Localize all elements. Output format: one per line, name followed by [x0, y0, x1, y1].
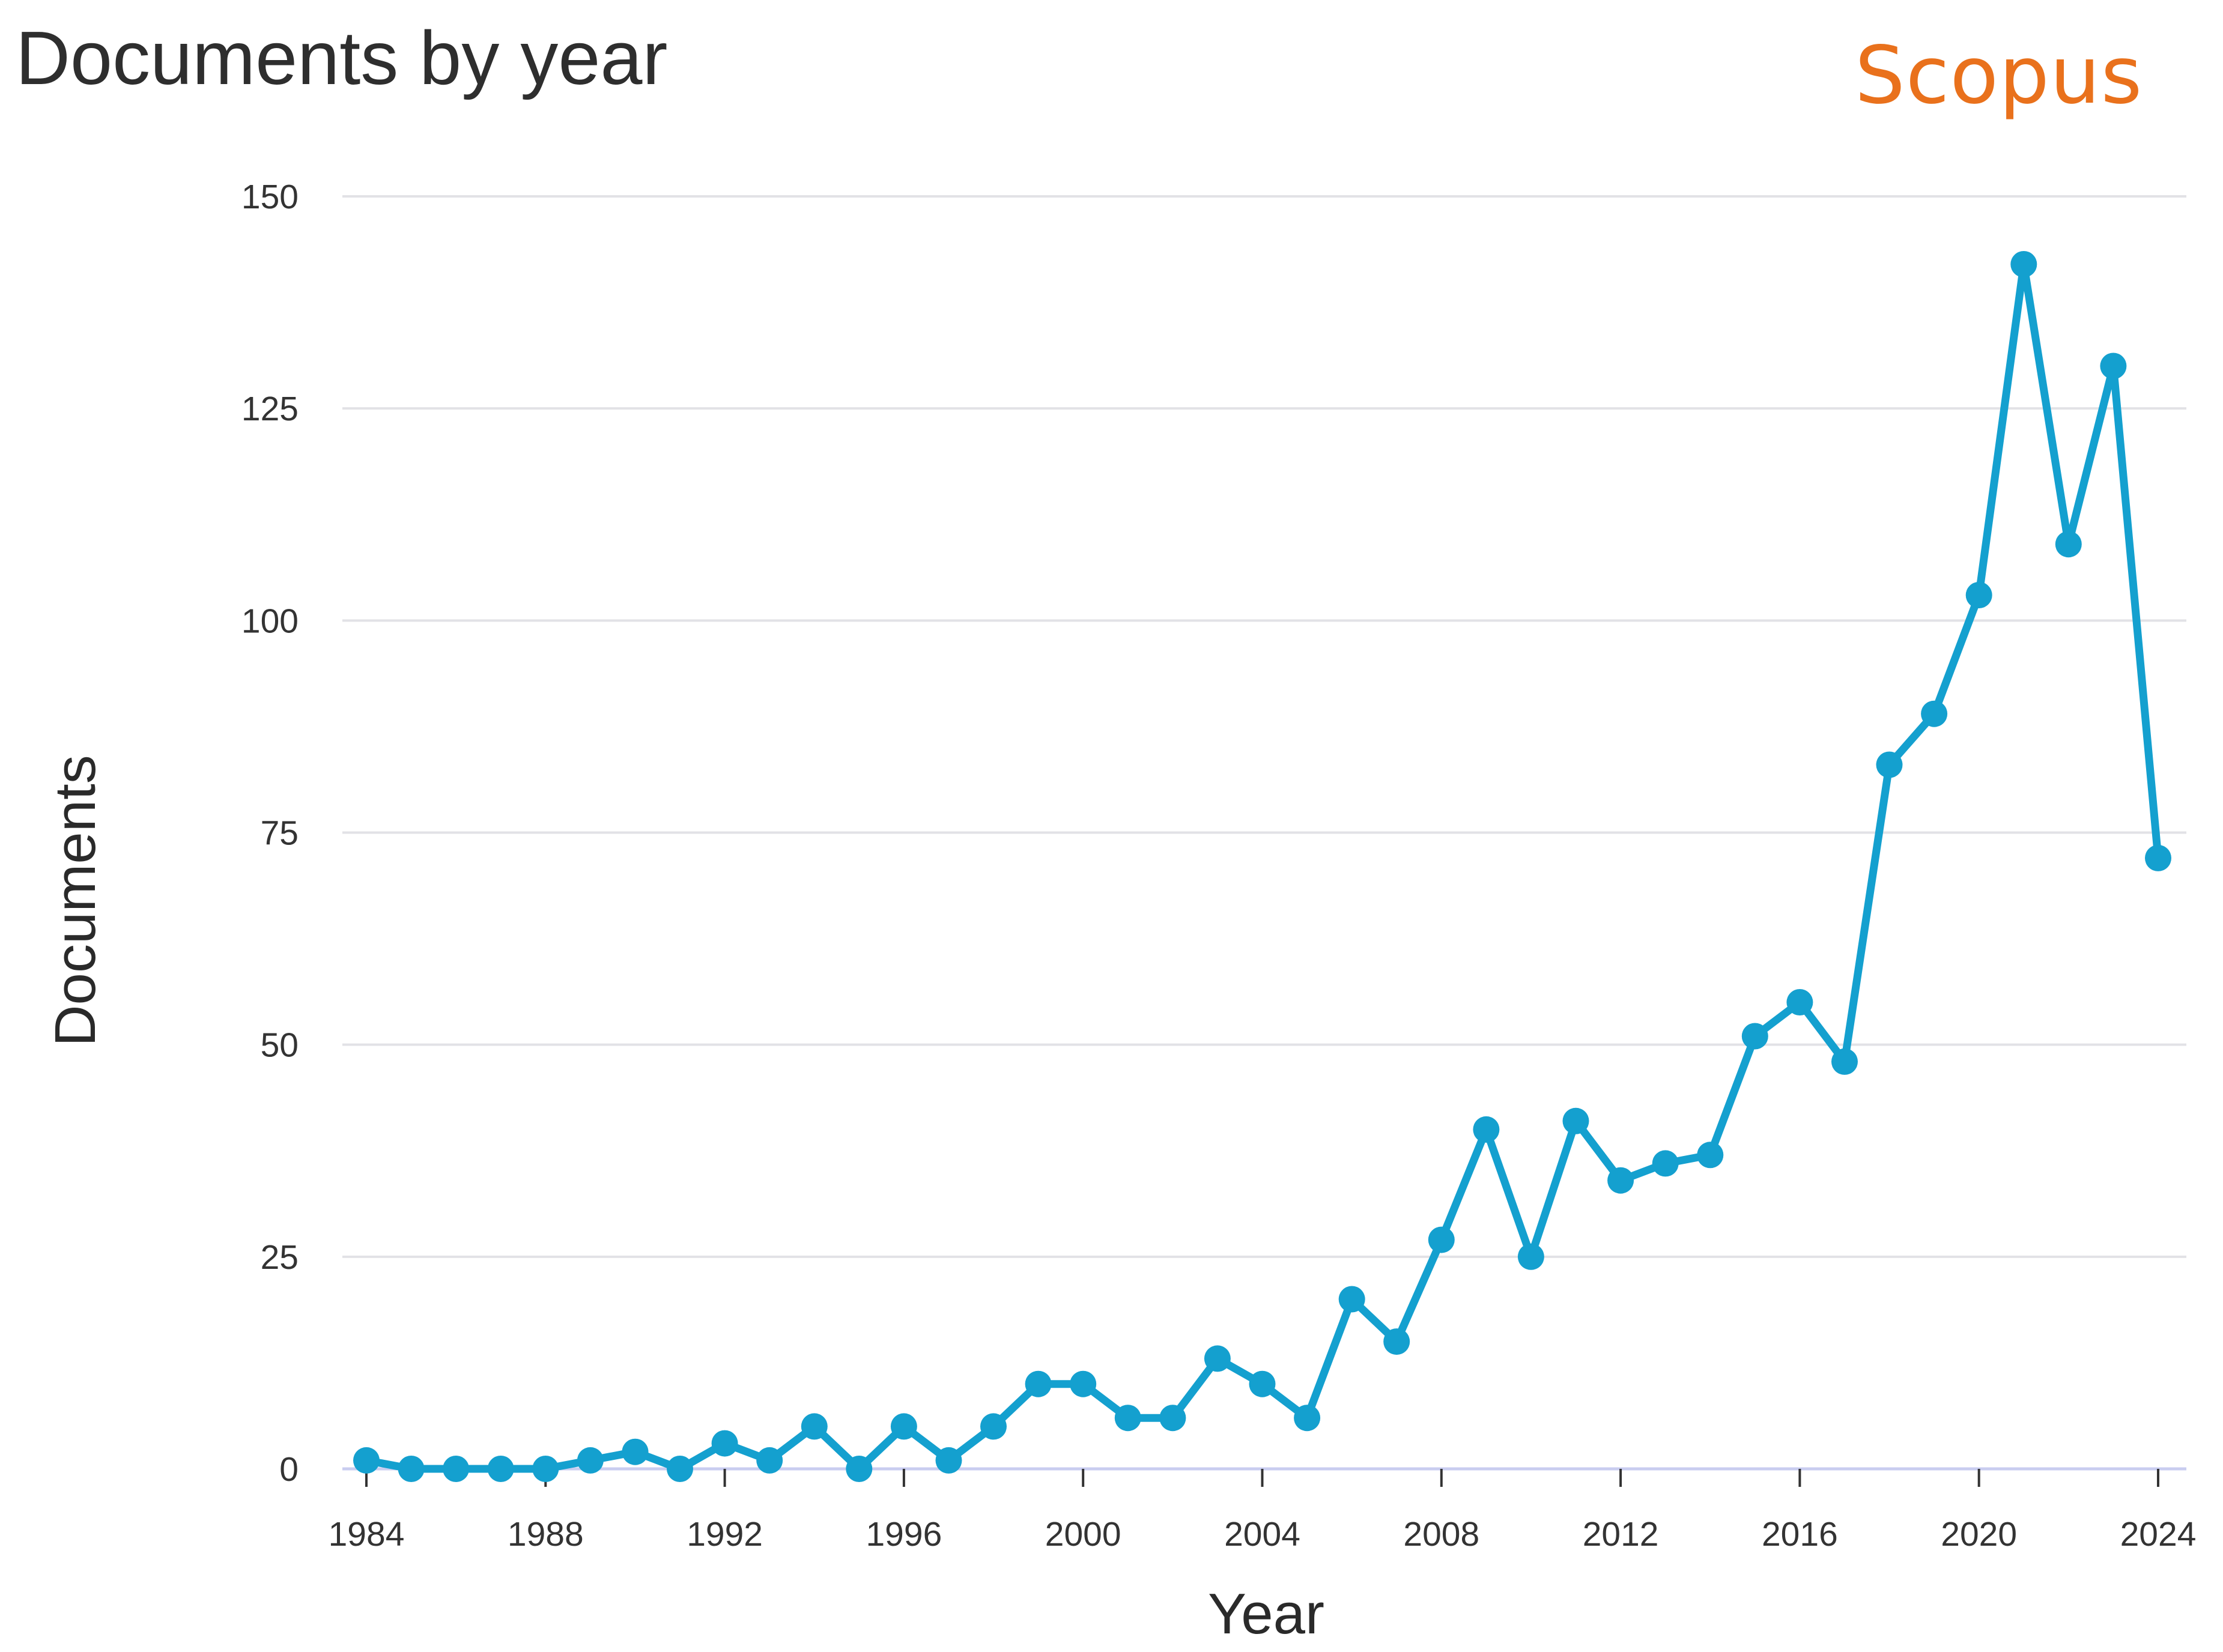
data-point-2006[interactable]	[1338, 1286, 1365, 1313]
data-point-1986[interactable]	[443, 1456, 470, 1482]
x-tick-label: 2012	[1583, 1515, 1659, 1554]
data-point-1996[interactable]	[890, 1413, 917, 1440]
data-point-1995[interactable]	[846, 1456, 873, 1482]
scopus-logo: Scopus	[1855, 29, 2143, 122]
data-point-1991[interactable]	[667, 1456, 693, 1482]
data-point-2005[interactable]	[1294, 1405, 1321, 1432]
data-point-2008[interactable]	[1428, 1226, 1455, 1253]
data-point-1984[interactable]	[353, 1447, 380, 1474]
data-point-2007[interactable]	[1383, 1328, 1410, 1355]
data-point-2022[interactable]	[2055, 531, 2082, 558]
data-point-2021[interactable]	[2010, 251, 2037, 277]
x-tick-label: 2024	[2120, 1515, 2197, 1554]
y-tick-label: 25	[261, 1238, 299, 1277]
y-tick-label: 0	[279, 1450, 299, 1489]
data-point-2012[interactable]	[1607, 1167, 1634, 1194]
data-point-2016[interactable]	[1786, 989, 1813, 1015]
data-point-2015[interactable]	[1741, 1023, 1768, 1050]
data-point-2001[interactable]	[1114, 1405, 1141, 1432]
data-point-2023[interactable]	[2100, 352, 2127, 380]
x-tick-label: 2016	[1762, 1515, 1838, 1554]
y-tick-label: 100	[241, 602, 299, 640]
data-point-2017[interactable]	[1831, 1048, 1858, 1075]
x-tick-label: 2004	[1224, 1515, 1300, 1554]
data-point-2024[interactable]	[2145, 844, 2171, 871]
data-point-1989[interactable]	[577, 1447, 604, 1474]
data-point-2000[interactable]	[1070, 1370, 1097, 1397]
data-point-2002[interactable]	[1159, 1405, 1186, 1432]
chart-title: Documents by year	[16, 16, 668, 100]
y-tick-label: 150	[241, 178, 299, 216]
x-tick-label: 2020	[1941, 1515, 2017, 1554]
data-point-1994[interactable]	[801, 1413, 828, 1440]
x-tick-label: 1988	[508, 1515, 584, 1554]
data-point-2018[interactable]	[1876, 751, 1903, 778]
data-point-1993[interactable]	[756, 1447, 783, 1474]
x-tick-labels: 1984 1988 1992 1996 2000 2004 2008 2012 2016 2020…	[329, 1515, 2197, 1554]
series-line	[362, 260, 2162, 1473]
x-axis-title: Year	[1208, 1582, 1324, 1646]
data-point-2004[interactable]	[1249, 1370, 1276, 1397]
data-point-2020[interactable]	[1965, 582, 1992, 608]
x-ticks	[365, 1469, 2159, 1487]
data-point-1988[interactable]	[532, 1456, 559, 1482]
y-axis-title: Documents	[43, 755, 108, 1047]
x-tick-label: 1996	[866, 1515, 942, 1554]
series-layer	[353, 251, 2171, 1482]
x-tick-label: 1984	[329, 1515, 405, 1554]
data-point-2013[interactable]	[1652, 1150, 1679, 1177]
data-point-1999[interactable]	[1025, 1370, 1052, 1397]
x-tick-label: 2000	[1045, 1515, 1121, 1554]
y-tick-labels: 0 25 50 75 100 125 150	[241, 178, 299, 1489]
data-point-2011[interactable]	[1562, 1107, 1589, 1134]
data-point-1985[interactable]	[398, 1456, 425, 1482]
data-point-1992[interactable]	[711, 1430, 738, 1457]
y-tick-label: 75	[261, 814, 299, 853]
y-tick-label: 50	[261, 1026, 299, 1065]
x-tick-label: 1992	[687, 1515, 763, 1554]
data-point-1987[interactable]	[487, 1456, 514, 1482]
data-point-1990[interactable]	[622, 1438, 649, 1465]
data-point-2014[interactable]	[1697, 1142, 1724, 1169]
data-point-2003[interactable]	[1204, 1345, 1231, 1372]
data-point-2010[interactable]	[1517, 1243, 1544, 1270]
gridlines	[342, 195, 2186, 1471]
data-point-2009[interactable]	[1473, 1116, 1500, 1143]
x-tick-label: 2008	[1403, 1515, 1479, 1554]
y-tick-label: 125	[241, 390, 299, 428]
data-point-1998[interactable]	[980, 1413, 1007, 1440]
data-point-2019[interactable]	[1921, 700, 1948, 727]
data-point-1997[interactable]	[935, 1447, 962, 1474]
